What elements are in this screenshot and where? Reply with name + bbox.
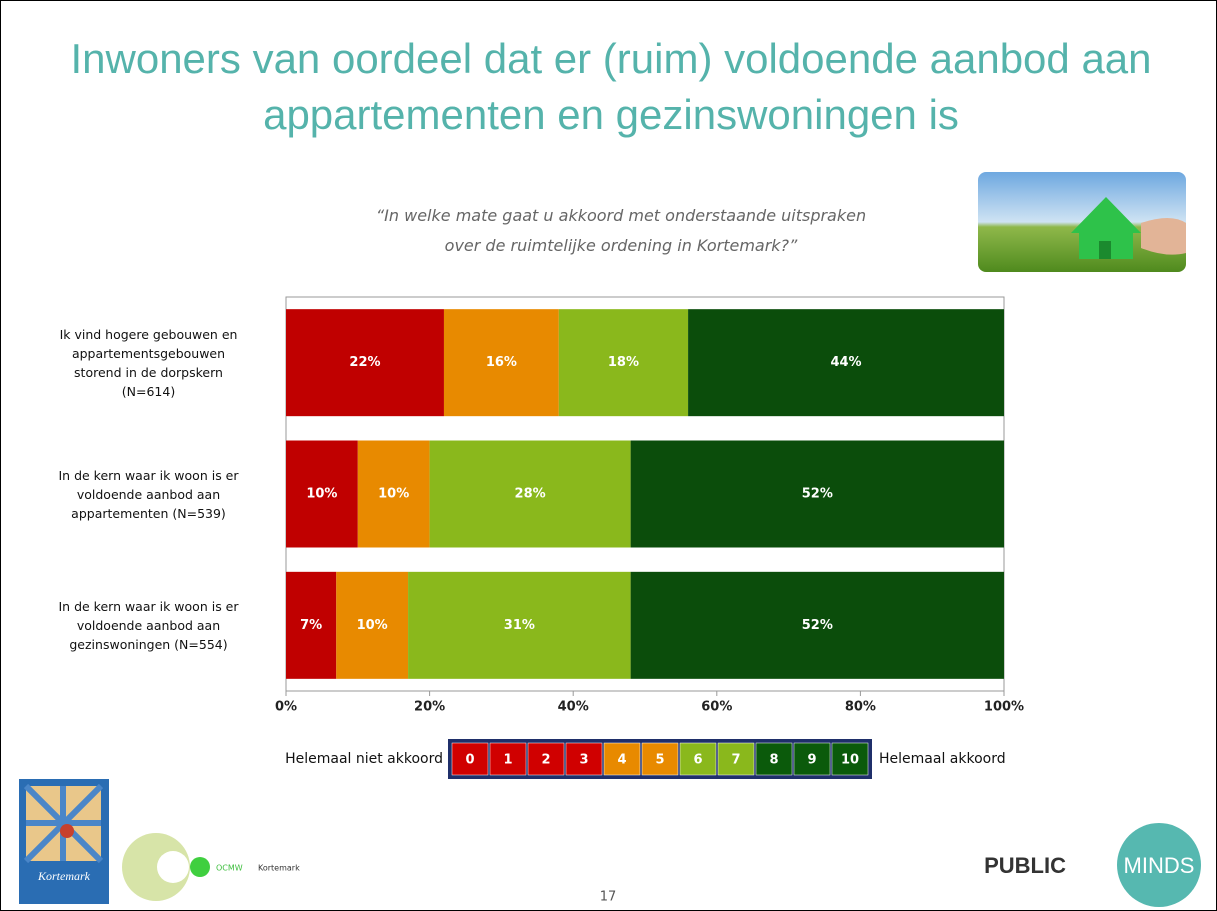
logo-kortemark: Kortemark [19,779,109,904]
value-label: 52% [802,487,833,502]
legend-number: 3 [579,753,588,768]
legend-cell [717,742,755,776]
legend-number: 9 [807,753,816,768]
bar-segment [286,309,444,417]
legend-cell [451,742,489,776]
logo-ocmw: OCMW Kortemark [122,833,300,901]
legend-cell [755,742,793,776]
bar-segment [286,440,358,548]
legend-cell [641,742,679,776]
x-tick-label: 80% [845,700,876,715]
legend-number: 6 [693,753,702,768]
value-label: 52% [802,618,833,633]
x-tick-label: 20% [414,700,445,715]
legend-cell [831,742,869,776]
bar-segment [357,440,430,548]
brand-circle [1117,823,1201,907]
category-label: Ik vind hogere gebouwen en appartementsg… [59,326,238,399]
bar-segment [408,571,631,679]
bar-segment [286,571,337,679]
subtitle: “In welke mate gaat u akkoord met onders… [375,206,867,255]
value-label: 18% [608,355,639,370]
legend-number: 10 [841,753,859,768]
x-tick-label: 100% [984,700,1024,715]
legend-cell [565,742,603,776]
value-label: 16% [486,355,517,370]
value-label: 22% [349,355,380,370]
legend-right: Helemaal akkoord [879,751,1006,767]
value-label: 10% [357,618,388,633]
bar-segment [558,309,689,417]
bar-segment [443,309,559,417]
partner-town: Kortemark [258,864,300,873]
value-label: 10% [306,487,337,502]
value-label: 28% [515,487,546,502]
photo [978,172,1186,272]
category-label: In de kern waar ik woon is er voldoende … [58,598,239,652]
legend-cell [489,742,527,776]
x-tick-label: 40% [558,700,589,715]
brand-left: PUBLIC [984,853,1066,878]
legend-number: 2 [541,753,550,768]
bar-segment [630,440,1004,548]
legend-left: Helemaal niet akkoord [285,751,443,767]
legend-cell [527,742,565,776]
legend-cell [679,742,717,776]
partner: OCMW [216,864,243,873]
x-tick-label: 60% [701,700,732,715]
title: Inwoners van oordeel dat er (ruim) voldo… [70,35,1152,138]
legend-number: 1 [503,753,512,768]
legend-number: 8 [769,753,778,768]
legend-number: 4 [617,753,626,768]
legend-number: 7 [731,753,740,768]
page-number: 17 [600,890,617,905]
bar-segment [336,571,409,679]
legend-number: 5 [655,753,664,768]
brand-right: MINDS [1124,853,1195,878]
bar-segment [429,440,631,548]
legend-cell [603,742,641,776]
legend-cell [793,742,831,776]
bar-segment [688,309,1004,417]
value-label: 10% [378,487,409,502]
value-label: 7% [300,618,322,633]
value-label: 31% [504,618,535,633]
bar-segment [630,571,1004,679]
legend-number: 0 [465,753,474,768]
category-label: In de kern waar ik woon is er voldoende … [58,467,239,521]
x-tick-label: 0% [275,700,297,715]
value-label: 44% [830,355,861,370]
logo-text: Kortemark [37,869,91,883]
